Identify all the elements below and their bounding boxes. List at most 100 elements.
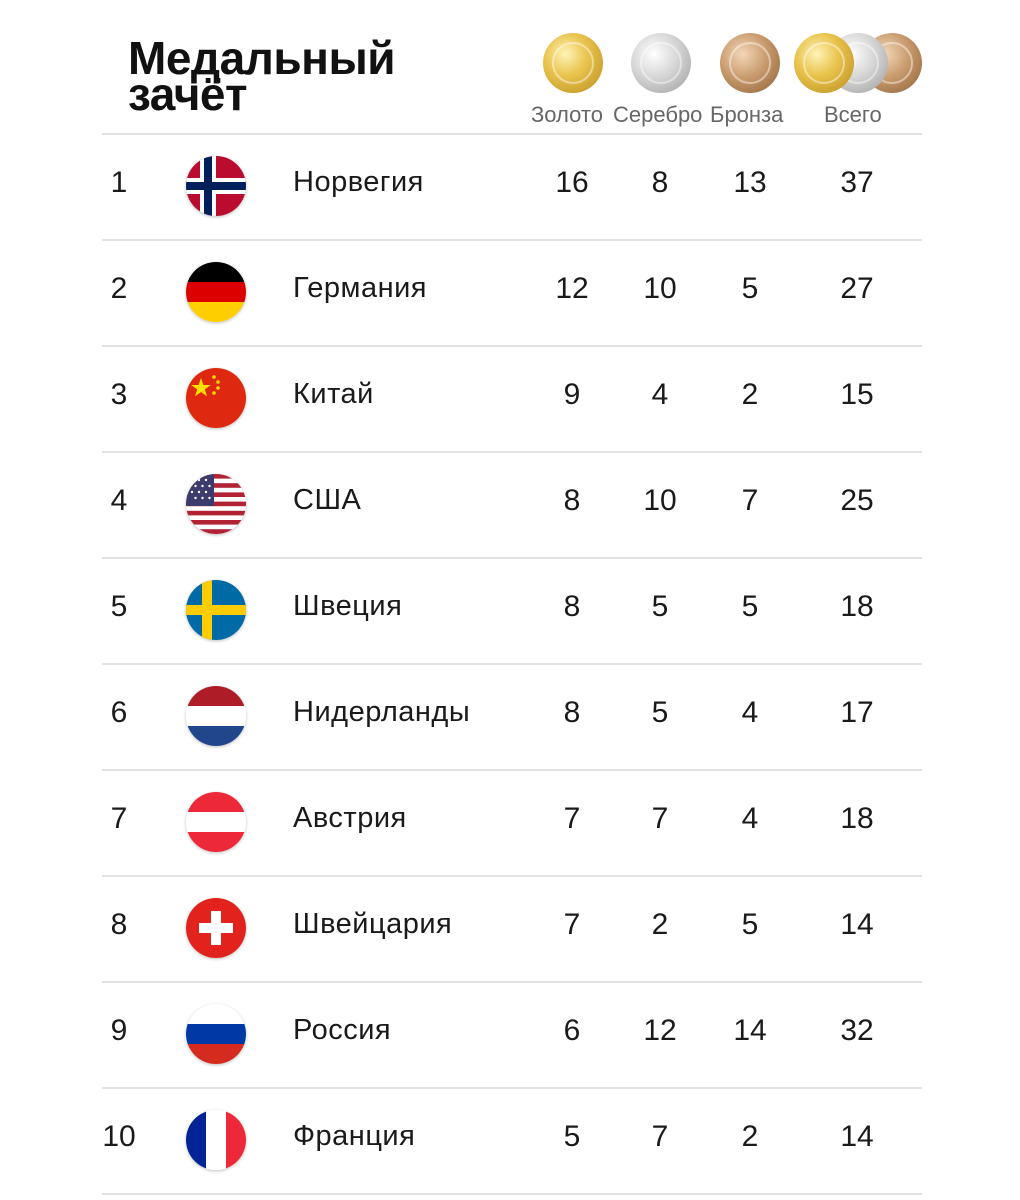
gold-count: 6	[563, 1014, 581, 1047]
table-row: 10 Франция 5 7 2 14	[102, 1087, 922, 1193]
silver-count: 4	[651, 378, 669, 411]
gold-count: 5	[563, 1120, 581, 1153]
column-header-total: Всего	[824, 102, 882, 127]
germany-flag-icon	[186, 262, 246, 322]
gold-medal-icon	[543, 33, 603, 93]
bronze-count: 2	[741, 1120, 759, 1153]
gold-count: 7	[563, 802, 581, 835]
rank: 5	[110, 590, 128, 623]
china-flag-icon	[186, 368, 246, 428]
table-row: 7 Австрия 7 7 4 18	[102, 769, 922, 875]
bronze-count: 7	[741, 484, 759, 517]
total-count: 18	[840, 590, 874, 623]
bronze-count: 2	[741, 378, 759, 411]
gold-count: 12	[555, 272, 589, 305]
silver-count: 12	[643, 1014, 677, 1047]
silver-count: 10	[643, 272, 677, 305]
country-name: Норвегия	[293, 166, 424, 198]
country-name: Австрия	[293, 802, 407, 834]
rank: 2	[110, 272, 128, 305]
country-name: Швейцария	[293, 908, 453, 940]
usa-flag-icon	[186, 474, 246, 534]
country-name: Нидерланды	[293, 696, 471, 728]
bronze-count: 14	[733, 1014, 767, 1047]
gold-count: 8	[563, 484, 581, 517]
country-name: Китай	[293, 378, 374, 410]
row-divider	[102, 769, 922, 771]
column-header-gold: Золото	[531, 102, 603, 127]
rank: 1	[110, 166, 128, 199]
total-count: 25	[840, 484, 874, 517]
table-row: 3 Китай 9 4 2 15	[102, 345, 922, 451]
total-count: 14	[840, 1120, 874, 1153]
silver-medal-icon	[631, 33, 691, 93]
rank: 8	[110, 908, 128, 941]
rank: 10	[102, 1120, 136, 1153]
country-name: США	[293, 484, 362, 516]
silver-count: 2	[651, 908, 669, 941]
norway-flag-icon	[186, 156, 246, 216]
bronze-count: 4	[741, 696, 759, 729]
table-row: 8 Швейцария 7 2 5 14	[102, 875, 922, 981]
country-name: Германия	[293, 272, 428, 304]
title-line-2: зачёт	[128, 68, 248, 120]
rank: 3	[110, 378, 128, 411]
row-divider	[102, 1087, 922, 1089]
table-row: 4 США 8 10 7 25	[102, 451, 922, 557]
total-count: 15	[840, 378, 874, 411]
header-divider	[102, 133, 922, 135]
total-count: 14	[840, 908, 874, 941]
gold-count: 9	[563, 378, 581, 411]
bronze-count: 4	[741, 802, 759, 835]
silver-count: 5	[651, 696, 669, 729]
austria-flag-icon	[186, 792, 246, 852]
rank: 9	[110, 1014, 128, 1047]
total-gold-medal-icon	[794, 33, 854, 93]
gold-count: 16	[555, 166, 589, 199]
total-count: 27	[840, 272, 874, 305]
sweden-flag-icon	[186, 580, 246, 640]
row-divider	[102, 557, 922, 559]
rank: 7	[110, 802, 128, 835]
country-name: Швеция	[293, 590, 403, 622]
total-count: 17	[840, 696, 874, 729]
gold-count: 7	[563, 908, 581, 941]
silver-count: 10	[643, 484, 677, 517]
table-row: 5 Швеция 8 5 5 18	[102, 557, 922, 663]
table-row: 1 Норвегия 16 8 13 37	[102, 133, 922, 239]
gold-count: 8	[563, 696, 581, 729]
table-row: 9 Россия 6 12 14 32	[102, 981, 922, 1087]
silver-count: 8	[651, 166, 669, 199]
row-divider	[102, 981, 922, 983]
bronze-count: 13	[733, 166, 767, 199]
column-header-bronze: Бронза	[710, 102, 784, 127]
russia-flag-icon	[186, 1004, 246, 1064]
gold-count: 8	[563, 590, 581, 623]
table-row: 2 Германия 12 10 5 27	[102, 239, 922, 345]
total-count: 37	[840, 166, 874, 199]
column-header-silver: Серебро	[613, 102, 703, 127]
switzerland-flag-icon	[186, 898, 246, 958]
bronze-count: 5	[741, 908, 759, 941]
total-count: 18	[840, 802, 874, 835]
table-row: 6 Нидерланды 8 5 4 17	[102, 663, 922, 769]
row-divider	[102, 875, 922, 877]
country-name: Франция	[293, 1120, 416, 1152]
bronze-count: 5	[741, 272, 759, 305]
row-divider	[102, 1193, 922, 1195]
row-divider	[102, 451, 922, 453]
row-divider	[102, 663, 922, 665]
netherlands-flag-icon	[186, 686, 246, 746]
silver-count: 5	[651, 590, 669, 623]
bronze-count: 5	[741, 590, 759, 623]
bronze-medal-icon	[720, 33, 780, 93]
page-title: Медальный зачёт	[128, 32, 458, 120]
total-count: 32	[840, 1014, 874, 1047]
silver-count: 7	[651, 1120, 669, 1153]
country-name: Россия	[293, 1014, 392, 1046]
rank: 6	[110, 696, 128, 729]
rank: 4	[110, 484, 128, 517]
silver-count: 7	[651, 802, 669, 835]
title-line-1: Медальный	[128, 32, 396, 84]
row-divider	[102, 239, 922, 241]
